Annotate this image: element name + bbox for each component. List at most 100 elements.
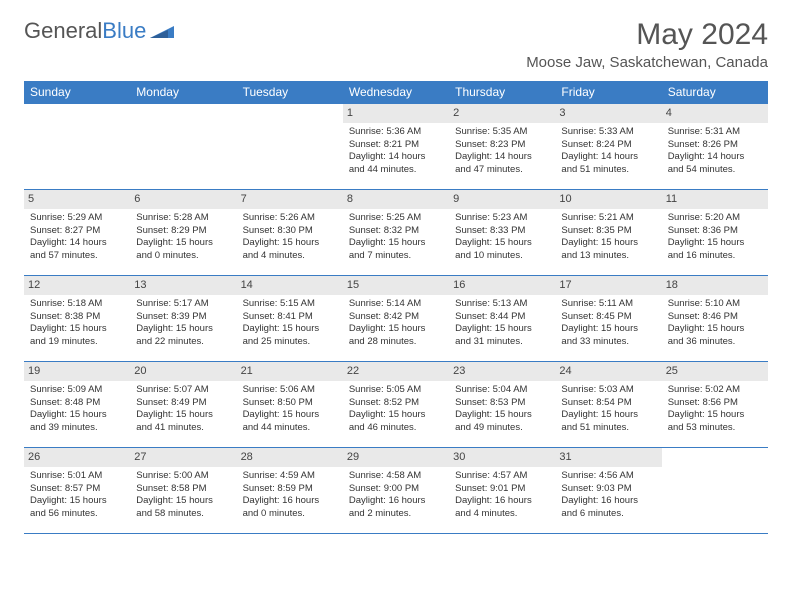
day-number: 28 [237, 448, 343, 467]
calendar-cell: 18Sunrise: 5:10 AMSunset: 8:46 PMDayligh… [662, 276, 768, 362]
sunrise-text: Sunrise: 5:02 AM [668, 384, 762, 397]
sunrise-text: Sunrise: 5:04 AM [455, 384, 549, 397]
day-number: 20 [130, 362, 236, 381]
day-number: 3 [555, 104, 661, 123]
daylight2-text: and 28 minutes. [349, 336, 443, 349]
daylight1-text: Daylight: 15 hours [136, 237, 230, 250]
daylight1-text: Daylight: 14 hours [561, 151, 655, 164]
calendar-cell: 12Sunrise: 5:18 AMSunset: 8:38 PMDayligh… [24, 276, 130, 362]
calendar-body: 1Sunrise: 5:36 AMSunset: 8:21 PMDaylight… [24, 104, 768, 534]
day-number: 18 [662, 276, 768, 295]
daylight2-text: and 13 minutes. [561, 250, 655, 263]
sunrise-text: Sunrise: 5:00 AM [136, 470, 230, 483]
sunset-text: Sunset: 8:52 PM [349, 397, 443, 410]
sunset-text: Sunset: 8:23 PM [455, 139, 549, 152]
sunrise-text: Sunrise: 5:17 AM [136, 298, 230, 311]
daylight2-text: and 33 minutes. [561, 336, 655, 349]
sunrise-text: Sunrise: 5:36 AM [349, 126, 443, 139]
daylight2-text: and 54 minutes. [668, 164, 762, 177]
calendar-cell: 16Sunrise: 5:13 AMSunset: 8:44 PMDayligh… [449, 276, 555, 362]
daylight2-text: and 51 minutes. [561, 422, 655, 435]
day-number: 23 [449, 362, 555, 381]
day-number: 22 [343, 362, 449, 381]
sunrise-text: Sunrise: 5:23 AM [455, 212, 549, 225]
calendar-cell: 13Sunrise: 5:17 AMSunset: 8:39 PMDayligh… [130, 276, 236, 362]
calendar-table: Sunday Monday Tuesday Wednesday Thursday… [24, 81, 768, 534]
daylight2-text: and 56 minutes. [30, 508, 124, 521]
calendar-cell [24, 104, 130, 190]
day-number: 24 [555, 362, 661, 381]
daylight1-text: Daylight: 16 hours [561, 495, 655, 508]
day-number: 30 [449, 448, 555, 467]
daylight2-text: and 58 minutes. [136, 508, 230, 521]
sunset-text: Sunset: 8:46 PM [668, 311, 762, 324]
sunset-text: Sunset: 9:00 PM [349, 483, 443, 496]
day-number: 9 [449, 190, 555, 209]
daylight1-text: Daylight: 15 hours [455, 323, 549, 336]
day-number: 16 [449, 276, 555, 295]
weekday-header: Monday [130, 81, 236, 104]
daylight2-text: and 49 minutes. [455, 422, 549, 435]
daylight1-text: Daylight: 15 hours [561, 323, 655, 336]
day-number: 2 [449, 104, 555, 123]
weekday-header: Sunday [24, 81, 130, 104]
sunset-text: Sunset: 8:54 PM [561, 397, 655, 410]
calendar-cell: 14Sunrise: 5:15 AMSunset: 8:41 PMDayligh… [237, 276, 343, 362]
sunrise-text: Sunrise: 5:33 AM [561, 126, 655, 139]
daylight2-text: and 36 minutes. [668, 336, 762, 349]
weekday-header: Wednesday [343, 81, 449, 104]
calendar-cell: 8Sunrise: 5:25 AMSunset: 8:32 PMDaylight… [343, 190, 449, 276]
daylight1-text: Daylight: 15 hours [668, 409, 762, 422]
calendar-cell: 31Sunrise: 4:56 AMSunset: 9:03 PMDayligh… [555, 448, 661, 534]
daylight2-text: and 39 minutes. [30, 422, 124, 435]
sunset-text: Sunset: 8:56 PM [668, 397, 762, 410]
sunrise-text: Sunrise: 5:13 AM [455, 298, 549, 311]
day-number: 17 [555, 276, 661, 295]
calendar-cell [237, 104, 343, 190]
sunset-text: Sunset: 8:58 PM [136, 483, 230, 496]
sunrise-text: Sunrise: 5:11 AM [561, 298, 655, 311]
calendar-cell: 29Sunrise: 4:58 AMSunset: 9:00 PMDayligh… [343, 448, 449, 534]
brand-text-blue: Blue [102, 18, 146, 44]
calendar-row: 26Sunrise: 5:01 AMSunset: 8:57 PMDayligh… [24, 448, 768, 534]
brand-text-gray: General [24, 18, 102, 44]
sunrise-text: Sunrise: 5:14 AM [349, 298, 443, 311]
sunset-text: Sunset: 8:48 PM [30, 397, 124, 410]
calendar-row: 12Sunrise: 5:18 AMSunset: 8:38 PMDayligh… [24, 276, 768, 362]
daylight2-text: and 4 minutes. [455, 508, 549, 521]
daylight2-text: and 57 minutes. [30, 250, 124, 263]
daylight1-text: Daylight: 16 hours [349, 495, 443, 508]
day-number: 29 [343, 448, 449, 467]
sunrise-text: Sunrise: 5:06 AM [243, 384, 337, 397]
daylight2-text: and 4 minutes. [243, 250, 337, 263]
daylight2-text: and 19 minutes. [30, 336, 124, 349]
sunset-text: Sunset: 8:41 PM [243, 311, 337, 324]
sunrise-text: Sunrise: 5:29 AM [30, 212, 124, 225]
daylight1-text: Daylight: 14 hours [668, 151, 762, 164]
day-number: 4 [662, 104, 768, 123]
daylight1-text: Daylight: 15 hours [136, 409, 230, 422]
sunrise-text: Sunrise: 5:28 AM [136, 212, 230, 225]
sunset-text: Sunset: 8:42 PM [349, 311, 443, 324]
daylight1-text: Daylight: 15 hours [30, 409, 124, 422]
calendar-row: 1Sunrise: 5:36 AMSunset: 8:21 PMDaylight… [24, 104, 768, 190]
title-block: May 2024 Moose Jaw, Saskatchewan, Canada [526, 18, 768, 77]
month-title: May 2024 [526, 18, 768, 52]
daylight1-text: Daylight: 15 hours [455, 237, 549, 250]
daylight2-text: and 7 minutes. [349, 250, 443, 263]
sunrise-text: Sunrise: 4:57 AM [455, 470, 549, 483]
calendar-cell: 17Sunrise: 5:11 AMSunset: 8:45 PMDayligh… [555, 276, 661, 362]
calendar-cell: 19Sunrise: 5:09 AMSunset: 8:48 PMDayligh… [24, 362, 130, 448]
day-number: 13 [130, 276, 236, 295]
sunrise-text: Sunrise: 5:15 AM [243, 298, 337, 311]
daylight1-text: Daylight: 15 hours [455, 409, 549, 422]
sunset-text: Sunset: 9:03 PM [561, 483, 655, 496]
sunset-text: Sunset: 8:29 PM [136, 225, 230, 238]
daylight1-text: Daylight: 16 hours [455, 495, 549, 508]
sunrise-text: Sunrise: 5:18 AM [30, 298, 124, 311]
day-number: 25 [662, 362, 768, 381]
calendar-cell: 21Sunrise: 5:06 AMSunset: 8:50 PMDayligh… [237, 362, 343, 448]
sunrise-text: Sunrise: 5:01 AM [30, 470, 124, 483]
calendar-cell: 2Sunrise: 5:35 AMSunset: 8:23 PMDaylight… [449, 104, 555, 190]
daylight1-text: Daylight: 14 hours [30, 237, 124, 250]
